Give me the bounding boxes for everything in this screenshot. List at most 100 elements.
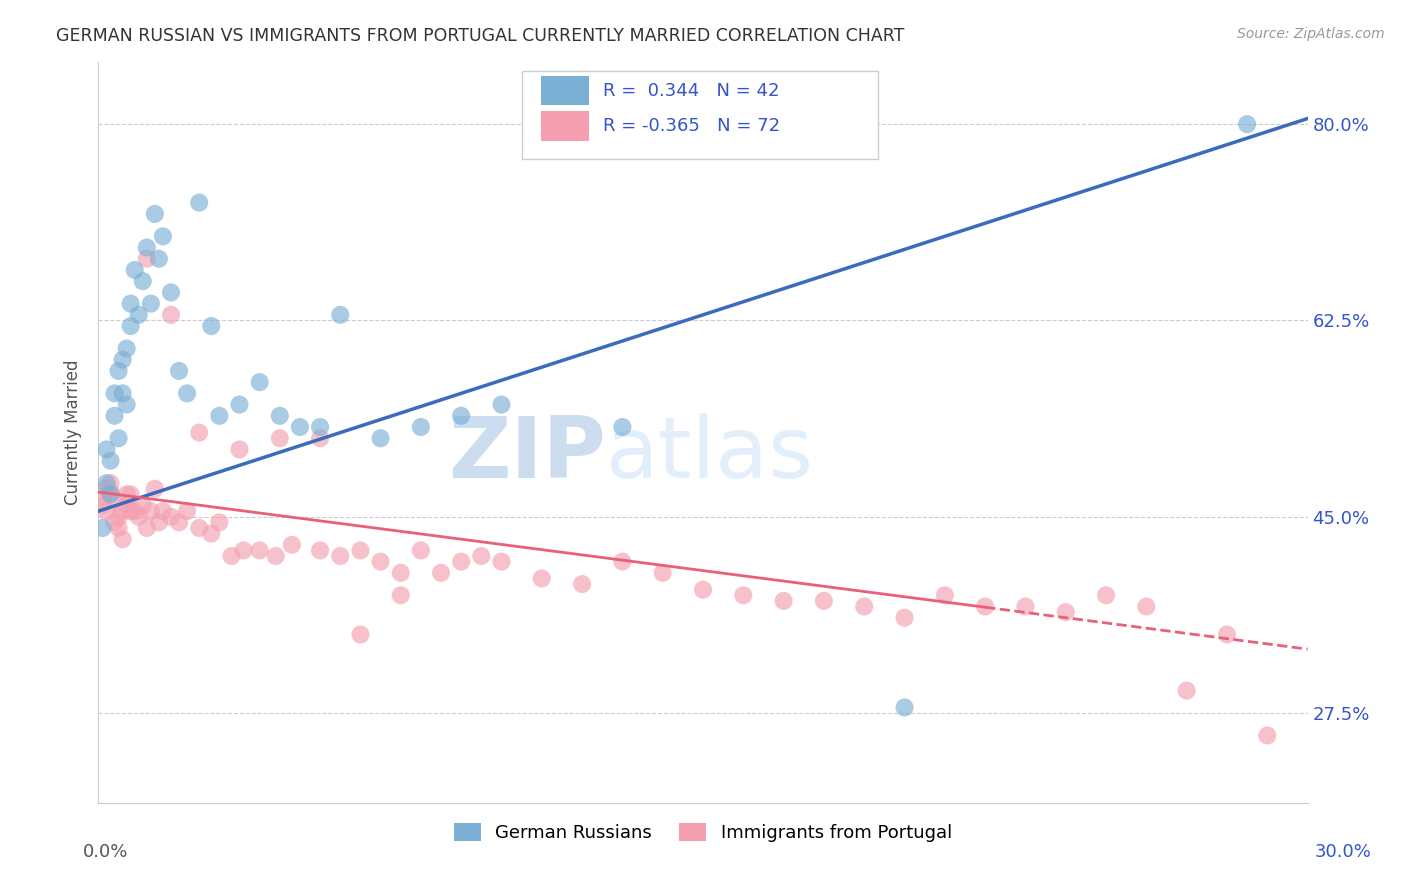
Point (288, 420, 311, 434)
Point (934, 588, 956, 602)
Point (188, 195, 211, 210)
Point (228, 398, 250, 412)
Point (120, 487, 142, 501)
Text: GERMAN RUSSIAN VS IMMIGRANTS FROM PORTUGAL CURRENTLY MARRIED CORRELATION CHART: GERMAN RUSSIAN VS IMMIGRANTS FROM PORTUG… (56, 27, 904, 45)
Point (232, 543, 254, 558)
Point (692, 582, 714, 597)
Point (974, 599, 997, 614)
Point (96, 442, 118, 457)
FancyBboxPatch shape (541, 112, 589, 141)
Point (349, 627, 371, 641)
Point (309, 431, 332, 445)
Point (249, 375, 271, 389)
Point (409, 543, 432, 558)
Point (1095, 588, 1118, 602)
Point (107, 521, 129, 535)
Point (91, 499, 114, 513)
Point (188, 425, 211, 440)
Point (370, 555, 392, 569)
Point (128, 308, 150, 322)
Point (148, 516, 170, 530)
Point (264, 549, 287, 563)
Point (160, 308, 183, 322)
Point (115, 499, 138, 513)
Point (96, 504, 118, 518)
Point (120, 296, 142, 310)
Point (1175, 683, 1198, 698)
Point (651, 566, 673, 580)
Point (135, 252, 157, 266)
Point (221, 549, 243, 563)
Point (107, 431, 129, 445)
Point (139, 504, 162, 518)
Point (430, 566, 453, 580)
Point (249, 543, 271, 558)
Point (349, 543, 371, 558)
Point (309, 420, 332, 434)
Point (1256, 729, 1278, 743)
Point (103, 409, 125, 423)
Point (893, 610, 915, 624)
Point (530, 571, 553, 585)
FancyBboxPatch shape (541, 76, 589, 105)
Y-axis label: Currently Married: Currently Married (65, 359, 83, 506)
Point (612, 420, 634, 434)
Point (200, 526, 222, 541)
Point (281, 538, 304, 552)
Point (208, 409, 231, 423)
FancyBboxPatch shape (522, 71, 879, 159)
Point (269, 431, 291, 445)
Point (124, 263, 146, 277)
Point (733, 588, 755, 602)
Point (188, 521, 211, 535)
Point (120, 504, 142, 518)
Point (128, 509, 150, 524)
Point (491, 398, 513, 412)
Point (389, 588, 412, 602)
Point (115, 487, 138, 501)
Text: 0.0%: 0.0% (83, 843, 128, 861)
Text: R =  0.344   N = 42: R = 0.344 N = 42 (603, 81, 779, 100)
Legend: German Russians, Immigrants from Portugal: German Russians, Immigrants from Portuga… (447, 815, 959, 849)
Point (96, 482, 118, 496)
Point (813, 594, 835, 608)
Point (132, 274, 155, 288)
Point (96, 476, 118, 491)
Point (772, 594, 794, 608)
Point (1135, 599, 1157, 614)
Point (200, 319, 222, 334)
Point (100, 476, 122, 491)
Point (1216, 627, 1239, 641)
Point (160, 285, 183, 300)
Point (329, 549, 352, 563)
Point (91, 490, 114, 504)
Text: R = -0.365   N = 72: R = -0.365 N = 72 (603, 117, 780, 135)
Point (111, 532, 134, 546)
Text: Source: ZipAtlas.com: Source: ZipAtlas.com (1237, 27, 1385, 41)
Point (103, 492, 125, 507)
Point (152, 504, 174, 518)
Point (111, 386, 134, 401)
Point (143, 207, 166, 221)
Point (132, 499, 155, 513)
Text: atlas: atlas (606, 413, 814, 496)
Point (450, 555, 472, 569)
Point (120, 319, 142, 334)
Point (115, 342, 138, 356)
Point (100, 485, 122, 500)
Text: 30.0%: 30.0% (1315, 843, 1371, 861)
Point (208, 516, 231, 530)
Point (100, 453, 122, 467)
Point (228, 442, 250, 457)
Point (893, 700, 915, 714)
Point (491, 555, 513, 569)
Point (107, 364, 129, 378)
Point (139, 296, 162, 310)
Point (612, 555, 634, 569)
Point (853, 599, 876, 614)
Point (389, 566, 412, 580)
Point (135, 240, 157, 255)
Point (1014, 599, 1036, 614)
Point (329, 308, 352, 322)
Point (450, 409, 472, 423)
